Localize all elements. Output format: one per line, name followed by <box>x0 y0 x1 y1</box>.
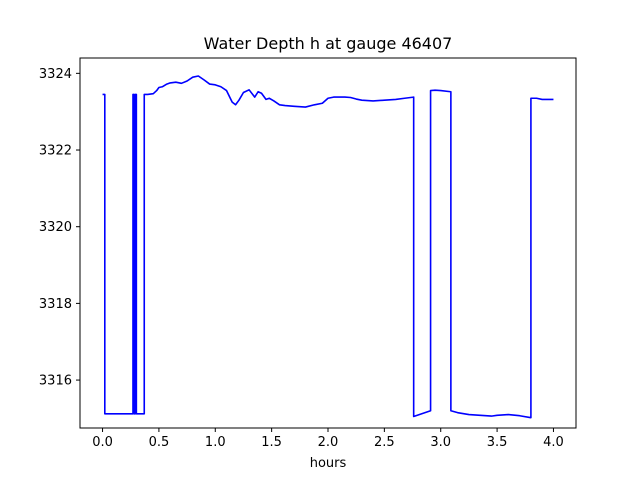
x-tick-label: 1.5 <box>261 435 282 450</box>
x-tick-label: 1.0 <box>205 435 226 450</box>
x-tick-label: 2.5 <box>374 435 395 450</box>
y-tick-label: 3324 <box>39 67 72 82</box>
y-tick-label: 3318 <box>39 297 72 312</box>
series-group <box>102 75 554 419</box>
x-axis-ticks: 0.0 0.5 1.0 1.5 2.0 2.5 3.0 3.5 4.0 <box>92 428 564 450</box>
y-tick-label: 3316 <box>39 374 72 389</box>
y-axis-ticks: 3316 3318 3320 3322 3324 <box>39 67 80 389</box>
x-tick-label: 0.0 <box>92 435 113 450</box>
series-line-0 <box>102 75 554 419</box>
x-tick-label: 2.0 <box>318 435 339 450</box>
y-tick-label: 3322 <box>39 144 72 159</box>
y-tick-label: 3320 <box>39 220 72 235</box>
x-tick-label: 3.0 <box>430 435 451 450</box>
x-tick-label: 4.0 <box>543 435 564 450</box>
x-tick-label: 3.5 <box>487 435 508 450</box>
x-axis-label: hours <box>310 456 347 471</box>
chart-title: Water Depth h at gauge 46407 <box>204 34 453 53</box>
plot-frame <box>79 57 577 429</box>
x-tick-label: 0.5 <box>149 435 170 450</box>
